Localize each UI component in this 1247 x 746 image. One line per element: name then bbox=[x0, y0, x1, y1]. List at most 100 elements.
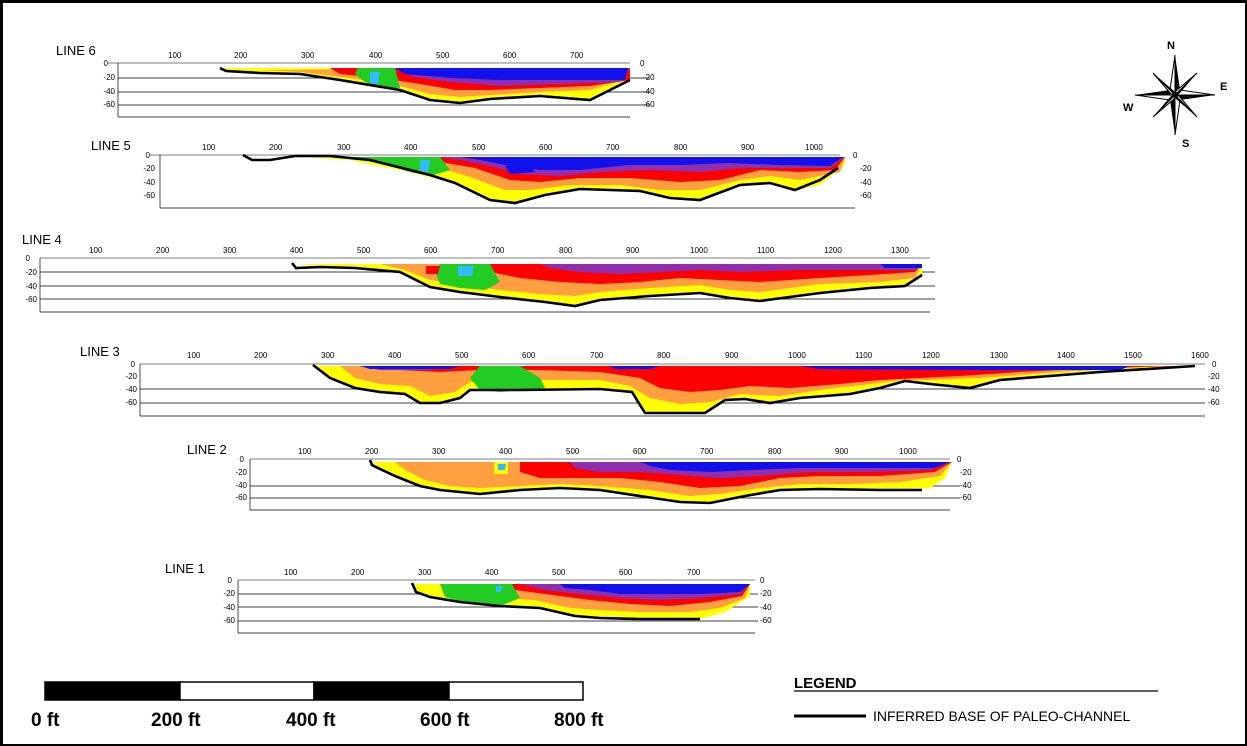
tick-label: 1300 bbox=[990, 351, 1008, 360]
depth-labels-right: 0 -20 -40 -60 bbox=[640, 59, 655, 109]
depth-label: -40 bbox=[1208, 385, 1220, 394]
tick-label: 100 bbox=[298, 447, 312, 456]
tick-label: 700 bbox=[590, 351, 604, 360]
tick-label: 600 bbox=[522, 351, 536, 360]
tick-label: 700 bbox=[570, 51, 584, 60]
tick-labels: 100 200 300 400 500 600 700 bbox=[168, 51, 584, 60]
depth-gridlines bbox=[159, 155, 855, 209]
depth-labels-left: 0 -20 -40 -60 bbox=[223, 576, 235, 625]
tick-label: 700 bbox=[687, 568, 701, 577]
tick-labels: 100 200 300 400 500 600 700 800 900 1000… bbox=[89, 246, 909, 255]
tick-labels: 100 200 300 400 500 600 700 bbox=[284, 568, 701, 577]
tick-label: 100 bbox=[187, 351, 201, 360]
tick-label: 900 bbox=[835, 447, 849, 456]
paleo-channel-base-line bbox=[410, 582, 700, 621]
profile-line-1: LINE 1 100 200 300 400 500 600 700 0 -20… bbox=[165, 561, 772, 634]
tick-label: 1300 bbox=[891, 246, 909, 255]
paleo-channel-base-line bbox=[219, 66, 631, 105]
line-title: LINE 3 bbox=[80, 344, 120, 359]
tick-label: 1000 bbox=[788, 351, 806, 360]
tick-label: 200 bbox=[234, 51, 248, 60]
compass-south-label: S bbox=[1182, 138, 1189, 150]
tick-label: 400 bbox=[499, 447, 513, 456]
tick-label: 400 bbox=[290, 246, 304, 255]
depth-label: 0 bbox=[104, 59, 109, 68]
tick-label: 1500 bbox=[1124, 351, 1142, 360]
tick-label: 1000 bbox=[690, 246, 708, 255]
depth-label: -40 bbox=[643, 87, 655, 96]
tick-labels: 100 200 300 400 500 600 700 800 900 1000 bbox=[298, 447, 917, 456]
tick-label: 1100 bbox=[855, 351, 873, 360]
profile-line-4: LINE 4 100 200 300 400 500 600 700 800 9… bbox=[22, 232, 935, 313]
tick-label: 900 bbox=[626, 246, 640, 255]
depth-label: -60 bbox=[25, 295, 37, 304]
depth-label: -60 bbox=[223, 616, 235, 625]
depth-label: -20 bbox=[760, 589, 772, 598]
depth-label: -40 bbox=[125, 385, 137, 394]
tick-labels: 100 200 300 400 500 600 700 800 900 1000 bbox=[202, 143, 823, 152]
tick-label: 1000 bbox=[805, 143, 823, 152]
tick-label: 800 bbox=[559, 246, 573, 255]
depth-labels-left: 0 -20 -40 -60 bbox=[103, 59, 115, 109]
tick-label: 600 bbox=[424, 246, 438, 255]
tick-label: 1200 bbox=[922, 351, 940, 360]
resistivity-section bbox=[372, 462, 952, 503]
depth-label: -40 bbox=[860, 178, 872, 187]
tick-label: 700 bbox=[700, 447, 714, 456]
tick-label: 500 bbox=[472, 143, 486, 152]
depth-label: -60 bbox=[643, 100, 655, 109]
depth-labels-right: 0 -20 -40 -60 bbox=[760, 576, 772, 625]
tick-label: 200 bbox=[351, 568, 365, 577]
depth-labels-right: 0 -20 -40 -60 bbox=[1208, 360, 1220, 407]
tick-label: 700 bbox=[606, 143, 620, 152]
tick-label: 900 bbox=[741, 143, 755, 152]
tick-label: 300 bbox=[321, 351, 335, 360]
tick-label: 1600 bbox=[1191, 351, 1209, 360]
paleo-channel-base-line bbox=[290, 262, 923, 308]
tick-label: 500 bbox=[357, 246, 371, 255]
depth-label: -20 bbox=[235, 468, 247, 477]
depth-label: -60 bbox=[125, 398, 137, 407]
depth-label: -40 bbox=[143, 178, 155, 187]
depth-labels-left: 0 -20 -40 -60 bbox=[125, 360, 137, 407]
tick-label: 500 bbox=[552, 568, 566, 577]
tick-label: 600 bbox=[633, 447, 647, 456]
compass-west-label: W bbox=[1123, 102, 1134, 114]
depth-label: 0 bbox=[853, 151, 858, 160]
depth-label: -40 bbox=[760, 603, 772, 612]
tick-label: 1000 bbox=[899, 447, 917, 456]
tick-label: 100 bbox=[202, 143, 216, 152]
profile-line-3: LINE 3 100 200 300 400 500 600 700 800 9… bbox=[80, 344, 1220, 417]
depth-label: 0 bbox=[26, 254, 31, 263]
tick-label: 800 bbox=[657, 351, 671, 360]
resistivity-section bbox=[313, 366, 1195, 413]
depth-label: -20 bbox=[860, 164, 872, 173]
scale-label: 400 ft bbox=[286, 710, 336, 731]
depth-label: 0 bbox=[1212, 360, 1217, 369]
tick-label: 400 bbox=[485, 568, 499, 577]
depth-label: -20 bbox=[223, 589, 235, 598]
depth-label: 0 bbox=[146, 151, 151, 160]
tick-label: 500 bbox=[566, 447, 580, 456]
depth-label: 0 bbox=[131, 360, 136, 369]
depth-label: -20 bbox=[960, 468, 972, 477]
tick-label: 200 bbox=[269, 143, 283, 152]
compass-east-label: E bbox=[1220, 81, 1227, 93]
legend-title: LEGEND bbox=[794, 675, 857, 692]
line-title: LINE 1 bbox=[165, 561, 205, 576]
line-title: LINE 5 bbox=[91, 138, 131, 153]
tick-label: 100 bbox=[284, 568, 298, 577]
tick-label: 400 bbox=[369, 51, 383, 60]
tick-labels: 100 200 300 400 500 600 700 800 900 1000… bbox=[187, 351, 1209, 360]
depth-label: -40 bbox=[223, 603, 235, 612]
depth-label: -20 bbox=[143, 164, 155, 173]
tick-label: 500 bbox=[436, 51, 450, 60]
depth-label: -40 bbox=[235, 481, 247, 490]
tick-label: 1100 bbox=[757, 246, 775, 255]
compass-north-label: N bbox=[1167, 40, 1175, 52]
tick-label: 300 bbox=[418, 568, 432, 577]
depth-label: -60 bbox=[235, 493, 247, 502]
scale-label: 600 ft bbox=[420, 710, 470, 731]
tick-label: 600 bbox=[503, 51, 517, 60]
